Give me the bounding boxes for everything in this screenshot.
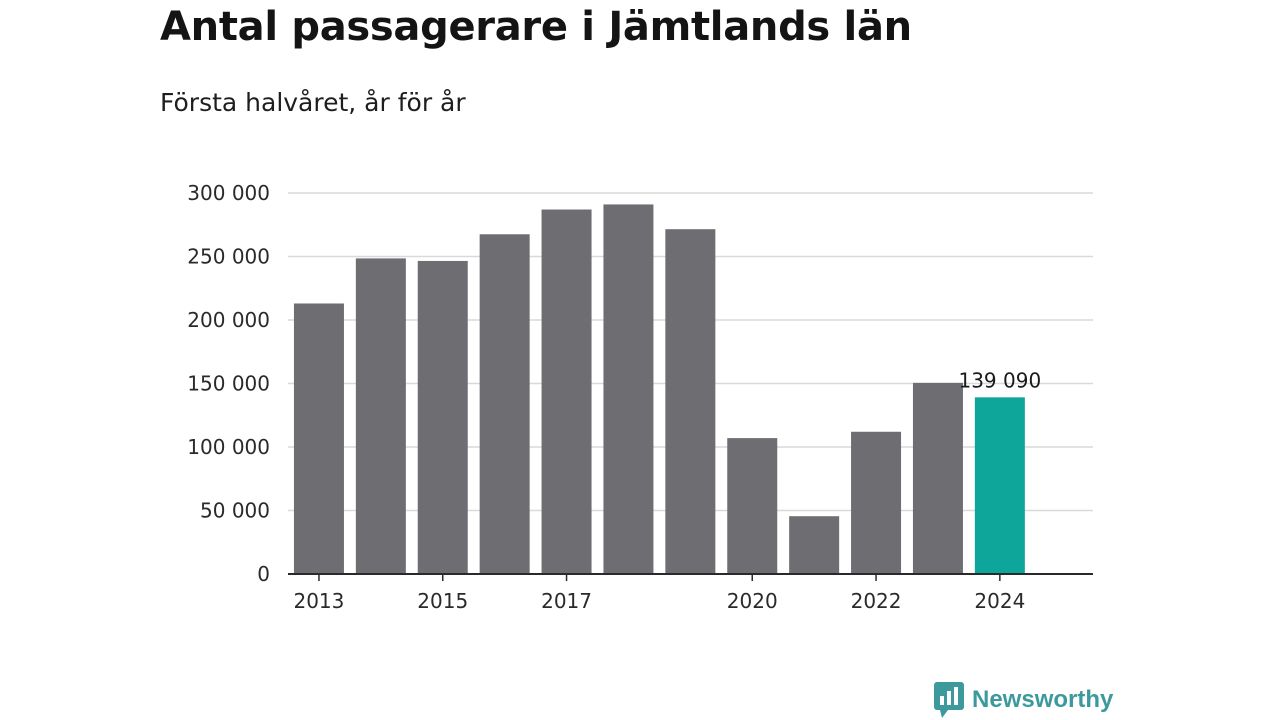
- y-tick-label: 200 000: [187, 308, 270, 332]
- bar: [727, 438, 778, 574]
- y-tick-label: 150 000: [187, 372, 270, 396]
- bar: [974, 397, 1025, 574]
- bar: [912, 382, 963, 574]
- bar: [665, 229, 716, 574]
- chart-title: Antal passagerare i Jämtlands län: [160, 4, 912, 50]
- x-axis: [288, 573, 1093, 581]
- y-tick-label: 0: [257, 562, 270, 586]
- x-tick-label: 2022: [851, 589, 902, 613]
- y-tick-label: 100 000: [187, 435, 270, 459]
- x-tick-label: 2015: [417, 589, 468, 613]
- x-tick-label: 2024: [974, 589, 1025, 613]
- chart-subtitle: Första halvåret, år för år: [160, 88, 466, 117]
- newsworthy-logo-icon: [934, 682, 964, 718]
- bar: [603, 204, 654, 574]
- labels: 0 50 000 100 000 150 000 200 000 250 000 300 0…: [187, 181, 1041, 613]
- x-tick-label: 2017: [541, 589, 592, 613]
- x-tick-label: 2020: [727, 589, 778, 613]
- bar: [417, 260, 468, 574]
- brand-logo: Newsworthy: [934, 682, 1113, 718]
- bar: [293, 303, 344, 574]
- bars: [293, 204, 1025, 574]
- bar: [851, 431, 902, 574]
- x-tick-label: 2013: [293, 589, 344, 613]
- bar: [479, 234, 530, 574]
- data-label: 139 090: [958, 368, 1041, 392]
- brand-name: Newsworthy: [972, 686, 1114, 713]
- bar: [541, 209, 592, 574]
- y-tick-label: 250 000: [187, 245, 270, 269]
- y-tick-label: 50 000: [200, 499, 270, 523]
- bar: [789, 516, 840, 574]
- y-tick-label: 300 000: [187, 181, 270, 205]
- bar: [355, 258, 406, 574]
